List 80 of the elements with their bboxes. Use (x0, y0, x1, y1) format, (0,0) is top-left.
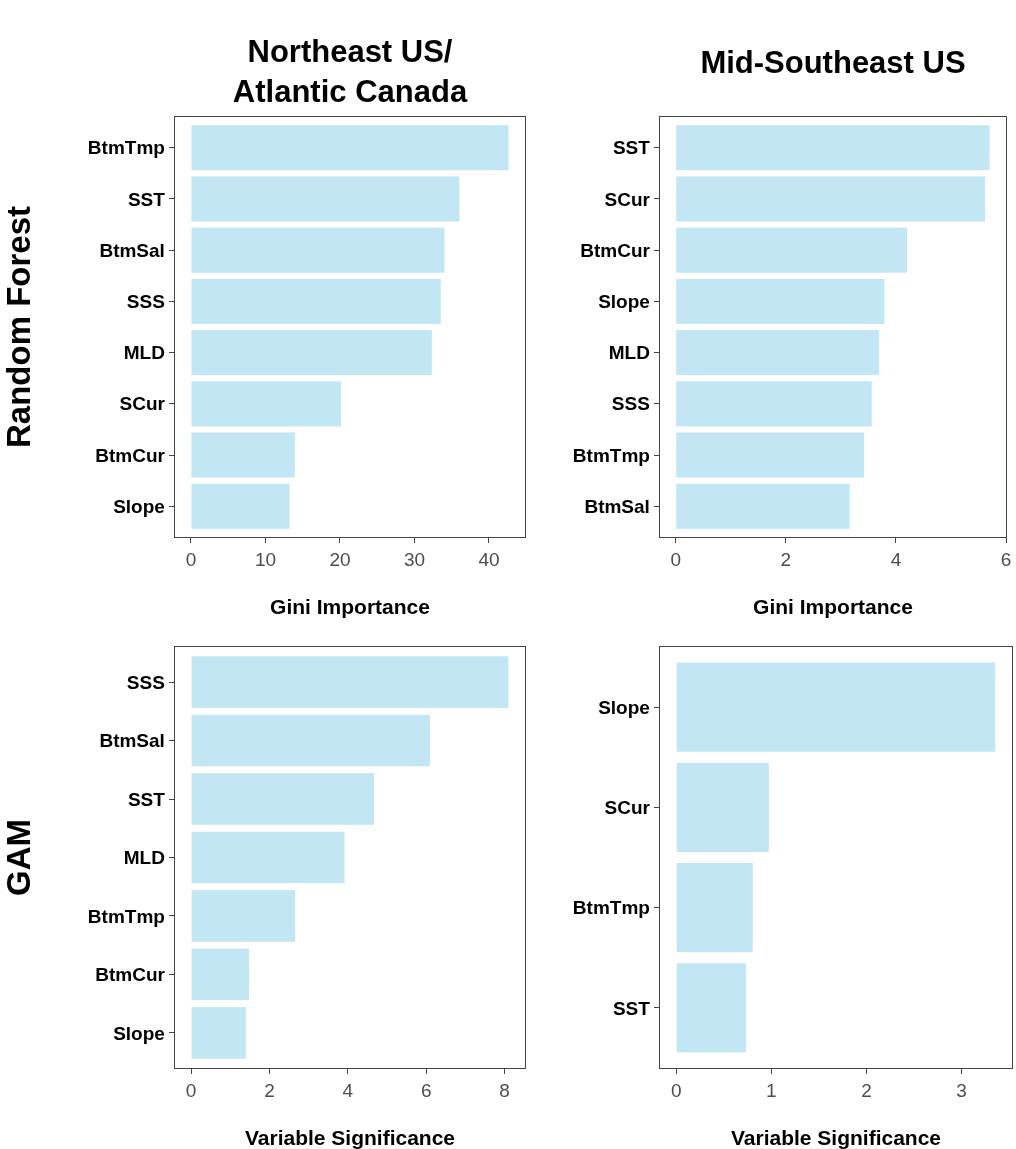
bar (190, 772, 375, 826)
x-tick-label: 2 (780, 549, 792, 571)
x-tick-label: 4 (890, 549, 902, 571)
y-tick-label: SST (127, 188, 166, 210)
x-tick-label: 2 (861, 1080, 872, 1102)
y-tick-label: BtmCur (95, 964, 166, 986)
x-tick-label: 6 (420, 1080, 432, 1102)
bar (190, 329, 433, 377)
bar (675, 175, 987, 223)
y-tick-label: BtmCur (580, 239, 651, 261)
bar (675, 380, 873, 428)
x-tick-label: 2 (264, 1080, 275, 1102)
y-tick-label: Slope (598, 696, 650, 718)
y-tick-label: SSS (126, 671, 165, 693)
x-tick-label: 3 (956, 1080, 967, 1102)
y-tick-label: BtmSal (99, 239, 165, 261)
y-tick-label: SSS (611, 393, 650, 415)
chart-title: Mid-Southeast US (700, 44, 966, 80)
y-tick-label: Slope (598, 291, 650, 313)
y-tick-label: SST (127, 788, 166, 810)
y-tick-label: SCur (119, 393, 166, 415)
bar (190, 482, 291, 530)
y-tick-label: BtmSal (584, 495, 650, 517)
y-tick-label: MLD (123, 342, 165, 364)
x-axis-title: Gini Importance (753, 595, 913, 619)
bar (675, 431, 866, 479)
bar (190, 431, 296, 479)
x-tick-label: 0 (670, 1080, 682, 1102)
bar (675, 329, 880, 377)
x-tick-label: 8 (499, 1080, 510, 1102)
x-tick-label: 30 (403, 549, 426, 571)
bar (190, 889, 297, 943)
y-tick-label: BtmCur (95, 444, 166, 466)
y-tick-label: BtmTmp (87, 137, 165, 159)
x-tick-label: 40 (478, 549, 500, 571)
bar (190, 124, 510, 172)
bar (190, 947, 250, 1002)
bar (190, 175, 461, 223)
bar (675, 862, 754, 954)
y-tick-label: SST (612, 137, 651, 159)
y-tick-label: Slope (113, 495, 165, 517)
y-tick-label: BtmTmp (572, 444, 650, 466)
bar (675, 482, 851, 530)
x-tick-label: 10 (254, 549, 277, 571)
bar (675, 761, 770, 853)
x-axis-title: Variable Significance (730, 1126, 942, 1149)
x-tick-label: 0 (670, 549, 682, 571)
bar (675, 277, 886, 325)
bar (190, 713, 432, 768)
y-tick-label: MLD (608, 342, 650, 364)
y-tick-label: Slope (113, 1022, 165, 1044)
bar (190, 830, 346, 885)
bar (190, 277, 442, 325)
y-tick-label: MLD (123, 847, 165, 869)
bar (675, 124, 991, 172)
y-tick-label: SCur (604, 188, 651, 210)
bar (675, 661, 997, 753)
y-tick-label: BtmSal (99, 730, 165, 752)
x-axis-title: Gini Importance (270, 595, 430, 619)
bar (675, 226, 908, 274)
bar (190, 226, 446, 274)
x-tick-label: 6 (1000, 549, 1012, 571)
bar (190, 380, 342, 428)
y-tick-label: SST (612, 997, 651, 1019)
bar (190, 655, 510, 709)
x-tick-label: 1 (766, 1080, 777, 1102)
y-axis-title: GAM (0, 819, 37, 896)
chart-title: Northeast US/ Atlantic Canada (232, 34, 468, 110)
y-tick-label: SCur (604, 797, 651, 819)
y-axis-title: Random Forest (0, 205, 37, 449)
x-tick-label: 0 (185, 549, 197, 571)
x-axis-title: Variable Significance (244, 1126, 456, 1149)
y-tick-label: BtmTmp (87, 905, 165, 927)
x-tick-label: 4 (342, 1080, 354, 1102)
bar (190, 1006, 247, 1060)
y-tick-label: SSS (126, 291, 165, 313)
x-tick-label: 0 (185, 1080, 197, 1102)
x-tick-label: 20 (329, 549, 351, 571)
bar (675, 962, 748, 1054)
y-tick-label: BtmTmp (572, 897, 650, 919)
